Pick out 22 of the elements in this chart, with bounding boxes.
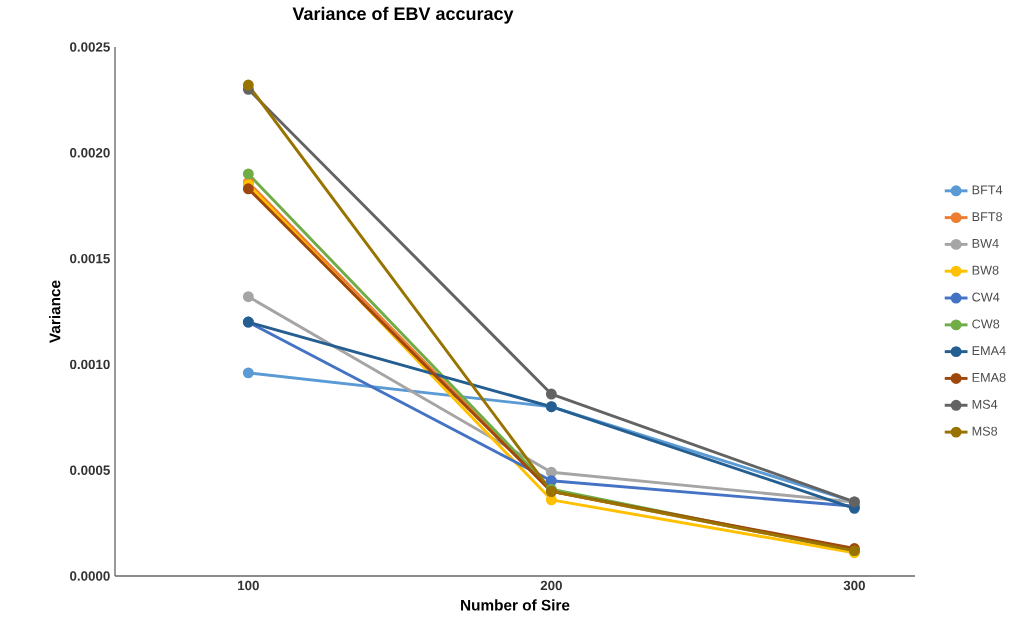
x-tick-label: 300: [843, 580, 865, 591]
x-tick-label: 200: [540, 580, 562, 591]
legend-label: CW4: [972, 292, 1000, 302]
legend-label: MS8: [972, 426, 998, 436]
y-axis-title: Variance: [49, 280, 61, 343]
x-tick-label: 100: [238, 580, 259, 591]
y-tick-label: 0.0000: [70, 571, 110, 581]
y-tick-label: 0.0020: [70, 148, 110, 158]
y-tick-label: 0.0025: [70, 42, 110, 52]
legend-label: MS4: [972, 399, 998, 409]
x-axis-title: Number of Sire: [461, 599, 570, 611]
y-tick-label: 0.0015: [70, 253, 110, 264]
y-tick-label: 0.0010: [70, 359, 110, 370]
legend-label: EMA8: [972, 372, 1006, 382]
legend-label: BFT8: [972, 212, 1003, 222]
legend-label: BFT4: [972, 185, 1003, 195]
y-tick-label: 0.0005: [70, 465, 110, 475]
legend-label: BW8: [972, 265, 999, 275]
legend-label: EMA4: [972, 346, 1006, 355]
legend-label: CW8: [972, 319, 1000, 329]
legend-label: BW4: [972, 239, 999, 248]
chart-title: Variance of EBV accuracy: [292, 6, 514, 24]
